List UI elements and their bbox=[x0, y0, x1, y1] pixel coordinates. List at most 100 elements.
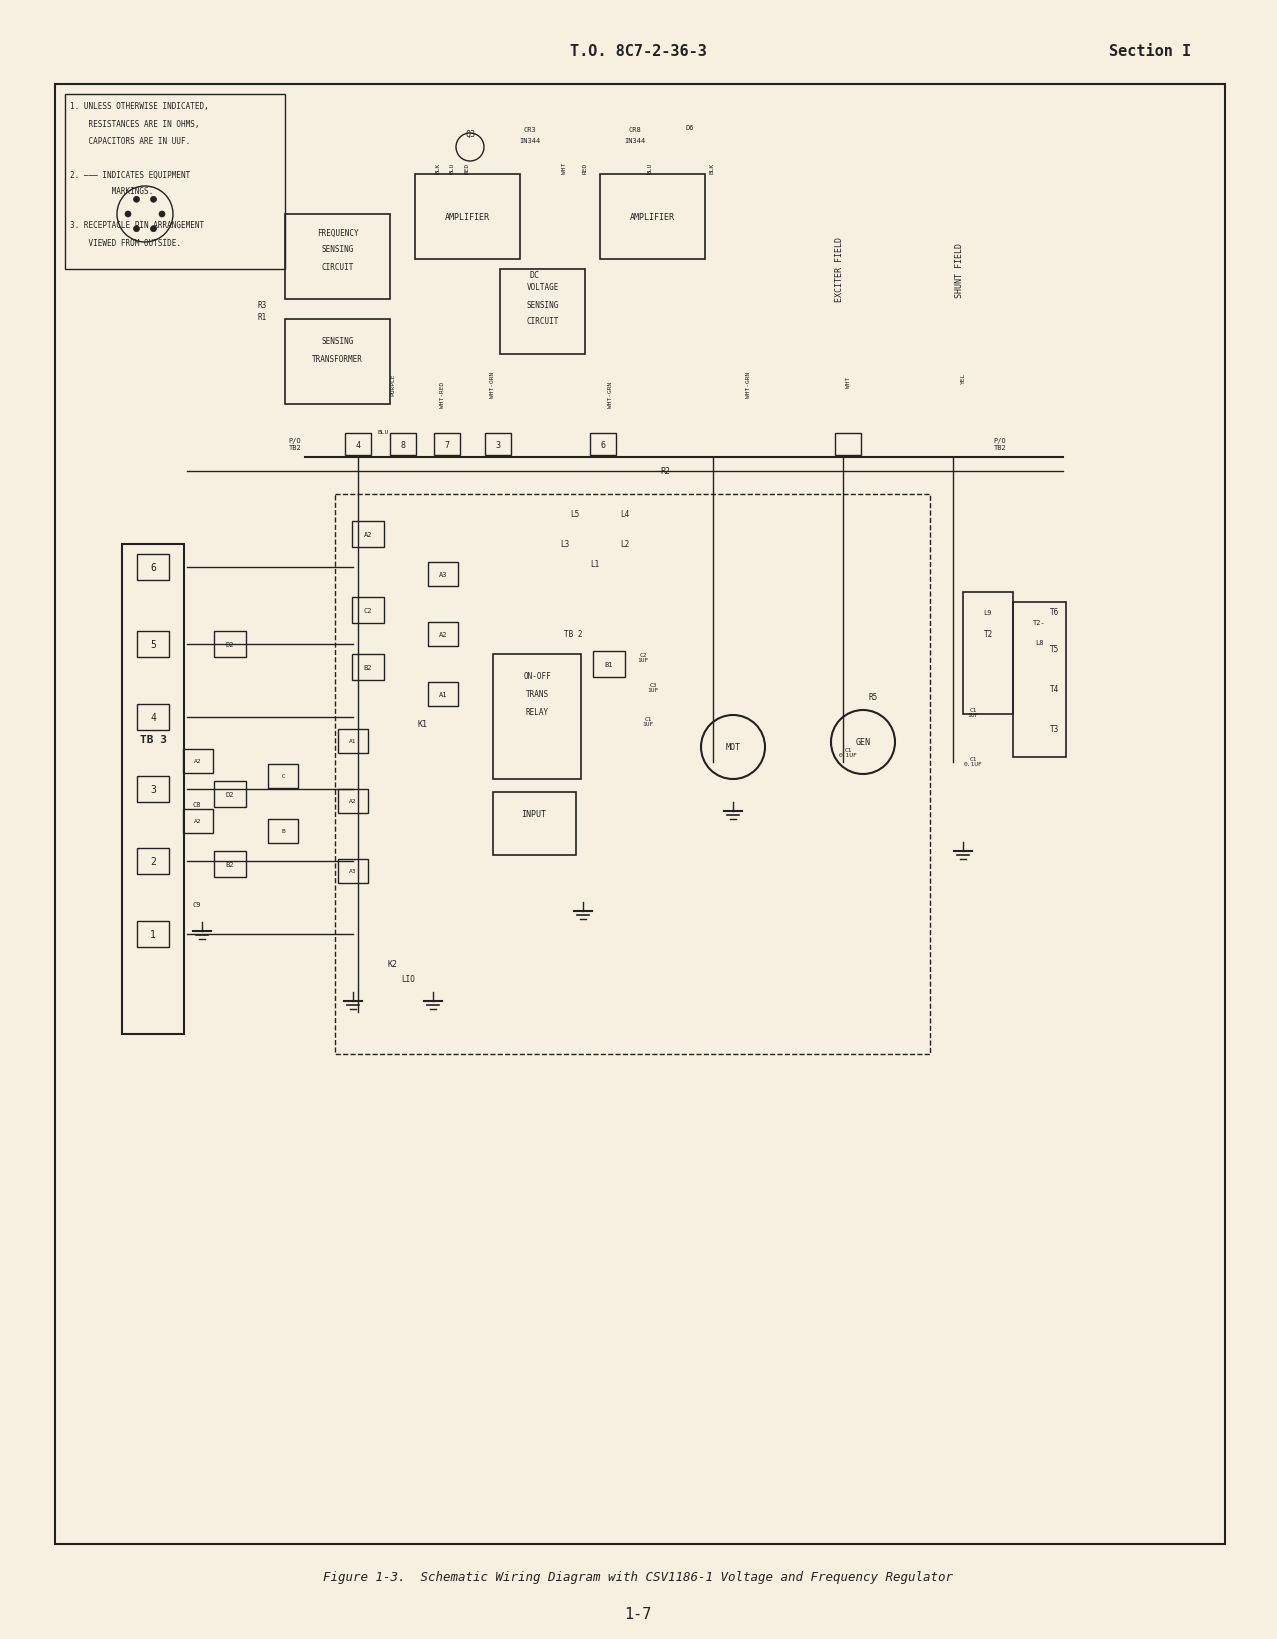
Text: A3: A3 bbox=[349, 869, 356, 874]
Text: K1: K1 bbox=[418, 720, 427, 729]
Text: RELAY: RELAY bbox=[525, 708, 549, 718]
Bar bbox=[415, 175, 520, 261]
Text: 6: 6 bbox=[600, 441, 605, 449]
Text: 3. RECEPTACLE PIN ARRANGEMENT: 3. RECEPTACLE PIN ARRANGEMENT bbox=[70, 221, 204, 231]
Text: A1: A1 bbox=[349, 739, 356, 744]
Text: WHT-GRN: WHT-GRN bbox=[746, 372, 751, 398]
Text: C1
1UF: C1 1UF bbox=[968, 706, 978, 718]
Text: P/O
TB2: P/O TB2 bbox=[289, 438, 301, 451]
Text: CR8: CR8 bbox=[628, 126, 641, 133]
Bar bbox=[345, 434, 372, 456]
Circle shape bbox=[134, 226, 139, 233]
Text: TB 3: TB 3 bbox=[139, 734, 166, 744]
Bar bbox=[1013, 603, 1066, 757]
Bar bbox=[352, 521, 384, 547]
Bar bbox=[428, 682, 458, 706]
Bar bbox=[215, 782, 246, 808]
Bar bbox=[501, 270, 585, 354]
Text: WHT: WHT bbox=[562, 162, 567, 174]
Text: 1. UNLESS OTHERWISE INDICATED,: 1. UNLESS OTHERWISE INDICATED, bbox=[70, 102, 208, 111]
Bar bbox=[65, 95, 285, 270]
Text: D2: D2 bbox=[226, 792, 234, 798]
Text: BLU: BLU bbox=[647, 162, 653, 174]
Bar bbox=[285, 320, 389, 405]
Text: T.O. 8C7-2-36-3: T.O. 8C7-2-36-3 bbox=[570, 44, 706, 59]
Bar bbox=[215, 631, 246, 657]
Text: D6: D6 bbox=[686, 125, 695, 131]
Text: SENSING: SENSING bbox=[322, 338, 354, 346]
Text: 3: 3 bbox=[151, 785, 156, 795]
Bar bbox=[600, 175, 705, 261]
Text: IN344: IN344 bbox=[624, 138, 646, 144]
Text: RED: RED bbox=[582, 162, 587, 174]
Text: MARKINGS.: MARKINGS. bbox=[70, 187, 153, 197]
Text: RESISTANCES ARE IN OHMS,: RESISTANCES ARE IN OHMS, bbox=[70, 120, 199, 128]
Text: A3: A3 bbox=[439, 572, 447, 577]
Text: A2: A2 bbox=[194, 820, 202, 824]
Text: C1
0.1UF: C1 0.1UF bbox=[964, 756, 982, 767]
Bar bbox=[183, 810, 213, 834]
Text: L3: L3 bbox=[561, 541, 570, 549]
Text: Figure 1-3.  Schematic Wiring Diagram with CSV1186-1 Voltage and Frequency Regul: Figure 1-3. Schematic Wiring Diagram wit… bbox=[323, 1570, 953, 1583]
Text: VOLTAGE: VOLTAGE bbox=[526, 284, 559, 292]
Text: ON-OFF: ON-OFF bbox=[524, 672, 550, 682]
Text: R2: R2 bbox=[660, 467, 670, 477]
Text: SHUNT FIELD: SHUNT FIELD bbox=[955, 243, 964, 297]
Text: WHT: WHT bbox=[845, 375, 850, 387]
Text: C9: C9 bbox=[193, 901, 202, 908]
Text: WHT-GRN: WHT-GRN bbox=[608, 382, 613, 408]
Bar bbox=[338, 790, 368, 813]
Bar bbox=[137, 849, 169, 875]
Text: P/O
TB2: P/O TB2 bbox=[994, 438, 1006, 451]
Text: 3: 3 bbox=[495, 441, 501, 449]
Text: L8: L8 bbox=[1034, 639, 1043, 646]
Bar bbox=[493, 654, 581, 780]
Bar bbox=[593, 652, 624, 677]
Circle shape bbox=[160, 211, 165, 218]
Bar bbox=[137, 554, 169, 580]
Text: BLU: BLU bbox=[450, 162, 455, 174]
Text: INPUT: INPUT bbox=[521, 810, 547, 820]
Text: AMPLIFIER: AMPLIFIER bbox=[630, 213, 676, 221]
Text: A2: A2 bbox=[439, 631, 447, 638]
Text: T4: T4 bbox=[1051, 685, 1060, 693]
Bar bbox=[123, 544, 184, 1034]
Text: EXCITER FIELD: EXCITER FIELD bbox=[835, 238, 844, 302]
Text: C8: C8 bbox=[193, 801, 202, 808]
Bar bbox=[137, 705, 169, 731]
Text: L1: L1 bbox=[590, 561, 600, 569]
Text: R1: R1 bbox=[258, 313, 267, 323]
Text: T2: T2 bbox=[983, 629, 992, 639]
Text: YEL: YEL bbox=[960, 372, 965, 384]
Text: T6: T6 bbox=[1051, 608, 1060, 618]
Text: 6: 6 bbox=[151, 562, 156, 572]
Text: B: B bbox=[281, 829, 285, 834]
Bar bbox=[835, 434, 861, 456]
Text: L9: L9 bbox=[983, 610, 992, 616]
Text: 1: 1 bbox=[151, 929, 156, 939]
Text: AMPLIFIER: AMPLIFIER bbox=[444, 213, 490, 221]
Text: MOT: MOT bbox=[725, 742, 741, 752]
Text: CIRCUIT: CIRCUIT bbox=[526, 318, 559, 326]
Text: C2: C2 bbox=[364, 608, 373, 613]
Bar bbox=[55, 85, 1225, 1544]
Text: LIO: LIO bbox=[401, 975, 415, 983]
Text: 8: 8 bbox=[401, 441, 406, 449]
Text: A1: A1 bbox=[439, 692, 447, 698]
Text: B2: B2 bbox=[364, 664, 373, 670]
Text: R3: R3 bbox=[258, 300, 267, 310]
Text: 5: 5 bbox=[151, 639, 156, 649]
Text: DC: DC bbox=[530, 270, 540, 279]
Text: WHT-ORN: WHT-ORN bbox=[490, 372, 495, 398]
Text: C2
1UF: C2 1UF bbox=[637, 652, 649, 664]
Bar bbox=[137, 921, 169, 947]
Bar bbox=[137, 631, 169, 657]
Text: C1
1UF: C1 1UF bbox=[642, 716, 654, 728]
Circle shape bbox=[151, 197, 157, 203]
Text: 2: 2 bbox=[151, 857, 156, 867]
Text: 4: 4 bbox=[151, 713, 156, 723]
Text: T2-: T2- bbox=[1033, 620, 1046, 626]
Text: 7: 7 bbox=[444, 441, 450, 449]
Bar bbox=[493, 793, 576, 856]
Bar bbox=[434, 434, 460, 456]
